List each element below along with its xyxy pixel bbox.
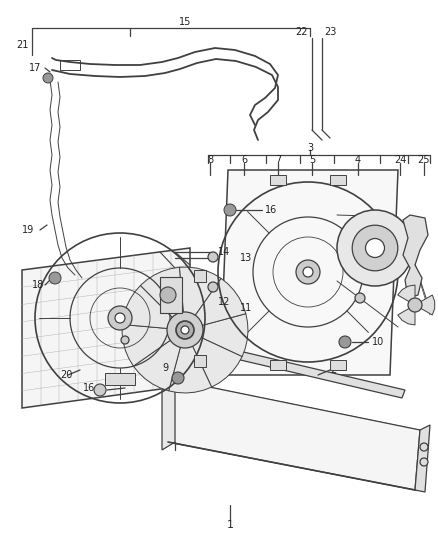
- Text: 13: 13: [240, 253, 252, 263]
- Circle shape: [208, 282, 218, 292]
- Polygon shape: [168, 380, 420, 490]
- Circle shape: [43, 73, 53, 83]
- Text: 4: 4: [355, 155, 361, 165]
- Polygon shape: [193, 337, 242, 387]
- Polygon shape: [398, 285, 415, 303]
- Circle shape: [296, 260, 320, 284]
- Polygon shape: [194, 354, 205, 367]
- Text: 3: 3: [307, 143, 313, 153]
- Polygon shape: [270, 360, 286, 370]
- Circle shape: [352, 225, 398, 271]
- Polygon shape: [398, 308, 415, 325]
- Text: 18: 18: [32, 280, 44, 290]
- Polygon shape: [180, 267, 221, 315]
- Circle shape: [303, 267, 313, 277]
- Text: 9: 9: [162, 363, 168, 373]
- Polygon shape: [195, 278, 246, 325]
- Circle shape: [176, 321, 194, 339]
- Text: 6: 6: [241, 155, 247, 165]
- Circle shape: [365, 238, 385, 257]
- Polygon shape: [419, 295, 434, 315]
- Polygon shape: [232, 350, 405, 398]
- Polygon shape: [220, 170, 398, 375]
- Circle shape: [167, 312, 203, 348]
- Polygon shape: [162, 385, 175, 450]
- Polygon shape: [160, 277, 182, 313]
- Text: 11: 11: [240, 303, 252, 313]
- Polygon shape: [141, 267, 184, 317]
- Text: 24: 24: [394, 155, 406, 165]
- Polygon shape: [201, 314, 248, 357]
- Circle shape: [172, 372, 184, 384]
- Circle shape: [224, 204, 236, 216]
- Circle shape: [94, 384, 106, 396]
- Text: 21: 21: [16, 40, 28, 50]
- Text: 16: 16: [83, 383, 95, 393]
- Text: 10: 10: [372, 337, 384, 347]
- Text: 16: 16: [265, 205, 277, 215]
- Circle shape: [121, 336, 129, 344]
- Circle shape: [208, 252, 218, 262]
- Circle shape: [420, 458, 428, 466]
- Circle shape: [339, 336, 351, 348]
- Text: 25: 25: [418, 155, 430, 165]
- Polygon shape: [415, 425, 430, 492]
- Polygon shape: [169, 346, 212, 393]
- Circle shape: [337, 210, 413, 286]
- Polygon shape: [194, 270, 205, 281]
- Polygon shape: [122, 286, 172, 328]
- Text: 14: 14: [218, 247, 230, 257]
- Text: 2: 2: [330, 365, 336, 375]
- Text: 7: 7: [275, 155, 281, 165]
- Circle shape: [115, 313, 125, 323]
- Circle shape: [49, 272, 61, 284]
- Polygon shape: [105, 373, 135, 385]
- Text: 23: 23: [324, 27, 336, 37]
- Polygon shape: [134, 341, 180, 391]
- Text: 8: 8: [207, 155, 213, 165]
- Polygon shape: [270, 175, 286, 185]
- Circle shape: [408, 298, 422, 312]
- Circle shape: [355, 293, 365, 303]
- Polygon shape: [22, 248, 190, 408]
- Text: 15: 15: [179, 17, 191, 27]
- Polygon shape: [122, 325, 170, 366]
- Polygon shape: [330, 175, 346, 185]
- Text: 1: 1: [226, 520, 233, 530]
- Polygon shape: [403, 215, 428, 298]
- Text: 17: 17: [29, 63, 41, 73]
- Polygon shape: [330, 360, 346, 370]
- Text: 5: 5: [309, 155, 315, 165]
- Circle shape: [160, 287, 176, 303]
- Text: 20: 20: [60, 370, 72, 380]
- Circle shape: [181, 326, 189, 334]
- Circle shape: [420, 443, 428, 451]
- Text: 12: 12: [218, 297, 230, 307]
- Polygon shape: [168, 380, 420, 490]
- Circle shape: [108, 306, 132, 330]
- Text: 22: 22: [296, 27, 308, 37]
- Text: 19: 19: [22, 225, 34, 235]
